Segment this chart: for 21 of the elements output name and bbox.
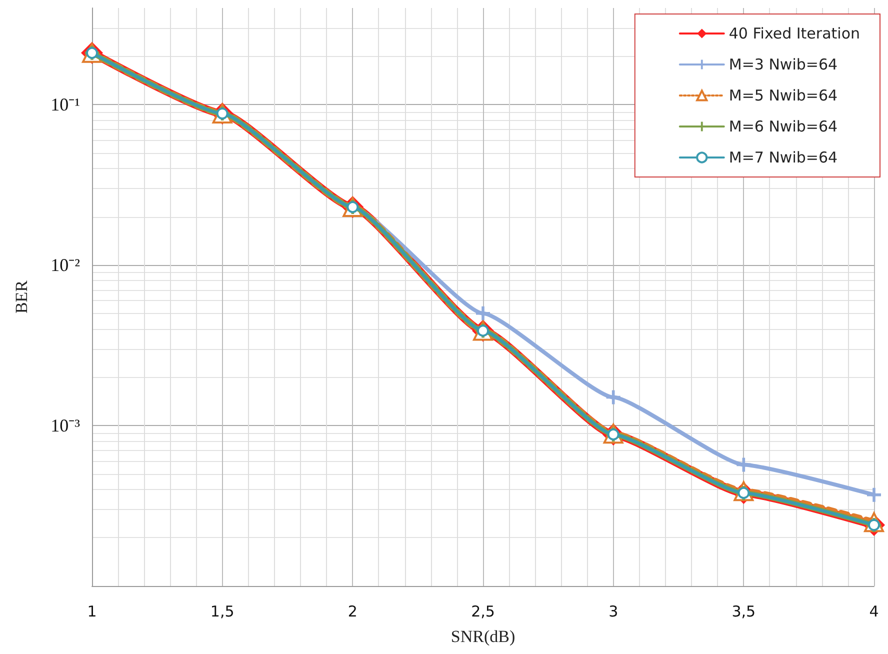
x-tick-label: 3,5 xyxy=(732,602,756,620)
y-tick-label: 10⁻¹ xyxy=(50,94,80,115)
legend-label: M=5 Nwib=64 xyxy=(728,86,838,104)
point xyxy=(606,390,620,404)
x-tick-label: 1,5 xyxy=(210,602,234,620)
y-axis-title: BER xyxy=(12,280,31,314)
y-tick-label: 10⁻³ xyxy=(50,416,81,436)
y-tick-label: 10⁻² xyxy=(50,255,80,276)
x-tick-label: 3 xyxy=(608,602,618,620)
x-axis-title: SNR(dB) xyxy=(450,627,516,646)
point xyxy=(867,488,881,502)
legend-label: 40 Fixed Iteration xyxy=(728,24,860,42)
x-tick-label: 2,5 xyxy=(471,602,495,620)
legend-label: M=7 Nwib=64 xyxy=(728,148,838,166)
x-tick-label: 4 xyxy=(869,602,879,620)
legend-label: M=3 Nwib=64 xyxy=(728,56,838,74)
point xyxy=(736,458,751,472)
x-tick-label: 1 xyxy=(87,602,97,620)
legend-label: M=6 Nwib=64 xyxy=(728,118,838,136)
x-tick-label: 2 xyxy=(348,602,358,620)
point xyxy=(476,306,490,320)
